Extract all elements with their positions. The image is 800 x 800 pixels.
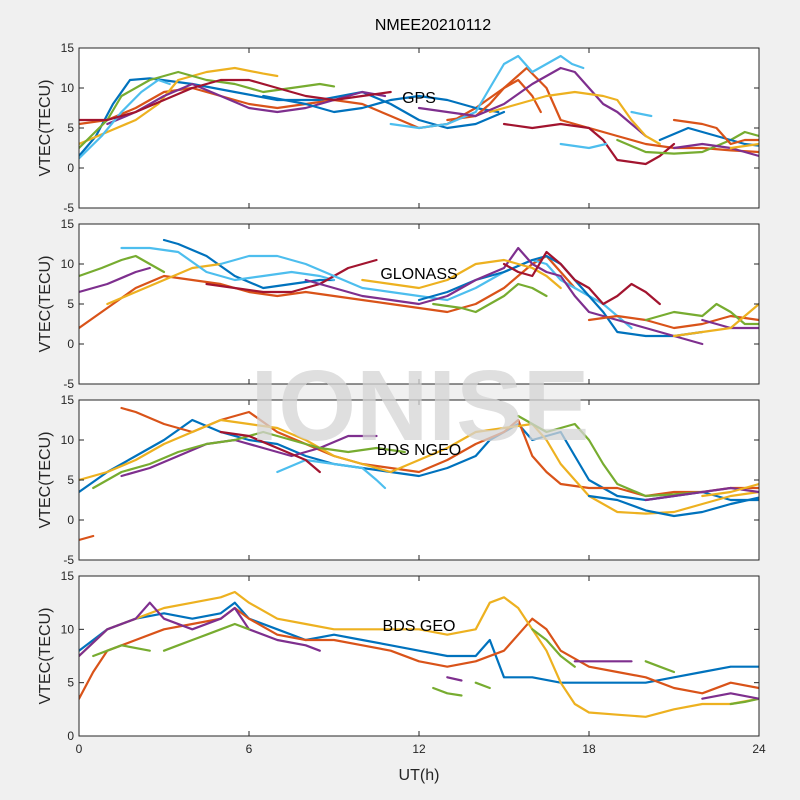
series-line: [587, 494, 759, 518]
series-line: [120, 246, 336, 282]
series-line: [92, 644, 151, 658]
y-tick-label: 0: [67, 337, 74, 351]
panel-3: -5 0 5 10 15 VTEC(TECU) BDS NGEO: [37, 393, 760, 567]
series-line: [729, 697, 759, 706]
series-line: [701, 482, 759, 498]
series-line: [79, 78, 392, 122]
y-tick-label: 10: [61, 81, 75, 95]
series-line: [79, 601, 321, 658]
y-tick-label: 0: [67, 513, 74, 527]
series-line: [559, 142, 608, 150]
y-axis-label: VTEC(TECU): [37, 432, 54, 529]
series-line: [79, 70, 336, 150]
y-tick-label: -5: [63, 553, 74, 567]
series-line: [361, 258, 562, 290]
x-axis-label: UT(h): [399, 767, 440, 784]
series-group: [79, 590, 759, 718]
series-line: [474, 681, 491, 690]
y-tick-label: 15: [61, 41, 75, 55]
plot-area: [79, 400, 759, 560]
series-line: [616, 130, 759, 155]
series-line: [79, 418, 759, 515]
series-line: [106, 82, 387, 126]
x-tick-label: 6: [246, 742, 253, 756]
series-line: [630, 110, 653, 118]
plot-panels: -5 0 5 10 15 VTEC(TECU) GPS -5 0 5 10 15 VTEC(TECU) G…: [37, 41, 766, 756]
series-line: [417, 66, 647, 138]
y-tick-label: 0: [67, 161, 74, 175]
figure-title: NMEE20210112: [375, 17, 491, 34]
series-line: [587, 314, 759, 330]
series-line: [262, 94, 500, 114]
plot-area: [79, 576, 759, 736]
y-tick-label: 5: [67, 676, 74, 690]
y-axis-label: VTEC(TECU): [37, 80, 54, 177]
series-line: [502, 250, 661, 306]
watermark: IONISE: [251, 350, 590, 462]
y-tick-label: 5: [67, 297, 74, 311]
series-line: [432, 282, 548, 314]
panel-4: 0 6 12 18 24 0 5 10 15 VTEC(TECU) BDS GEO: [37, 569, 766, 756]
series-line: [79, 254, 166, 278]
series-line: [488, 90, 661, 146]
y-tick-label: 15: [61, 217, 75, 231]
x-tick-label: 12: [412, 742, 426, 756]
series-line: [502, 122, 676, 166]
y-tick-label: 5: [67, 473, 74, 487]
series-line: [162, 622, 251, 652]
panel-1: -5 0 5 10 15 VTEC(TECU) GPS: [37, 41, 760, 215]
series-line: [79, 266, 151, 294]
series-line: [446, 676, 463, 682]
series-line: [432, 686, 463, 697]
y-tick-label: 10: [61, 622, 75, 636]
series-line: [276, 458, 387, 490]
series-line: [219, 430, 321, 474]
y-tick-label: 15: [61, 569, 75, 583]
series-group: [79, 54, 759, 166]
y-tick-label: 10: [61, 433, 75, 447]
panel-label: GLONASS: [380, 266, 457, 283]
series-line: [79, 601, 759, 684]
y-tick-label: 15: [61, 393, 75, 407]
series-line: [79, 590, 759, 718]
series-group: [79, 238, 759, 346]
series-line: [517, 414, 704, 498]
series-line: [531, 628, 576, 668]
y-tick-label: 5: [67, 121, 74, 135]
panel-label: BDS GEO: [383, 618, 456, 635]
panel-label: GPS: [402, 90, 436, 107]
series-line: [729, 142, 759, 150]
panel-2: -5 0 5 10 15 VTEC(TECU) GLONASS: [37, 217, 760, 391]
series-line: [672, 142, 759, 158]
x-tick-label: 18: [582, 742, 596, 756]
y-tick-label: 0: [67, 729, 74, 743]
series-line: [106, 262, 222, 306]
series-line: [701, 692, 759, 700]
series-line: [79, 534, 95, 542]
series-line: [644, 302, 759, 326]
series-line: [672, 302, 759, 338]
y-tick-label: -5: [63, 201, 74, 215]
series-line: [205, 258, 378, 294]
x-tick-label: 0: [76, 742, 83, 756]
series-line: [79, 66, 279, 146]
series-line: [79, 254, 576, 330]
y-tick-label: 10: [61, 257, 75, 271]
series-line: [304, 246, 704, 346]
y-axis-label: VTEC(TECU): [37, 256, 54, 353]
y-axis-label: VTEC(TECU): [37, 608, 54, 705]
series-line: [644, 660, 676, 674]
series-line: [672, 118, 759, 146]
series-group: [79, 406, 759, 542]
series-line: [79, 78, 171, 160]
x-tick-label: 24: [752, 742, 766, 756]
panel-label: BDS NGEO: [377, 442, 461, 459]
y-tick-label: -5: [63, 377, 74, 391]
series-line: [120, 434, 378, 478]
series-line: [389, 54, 585, 130]
series-line: [162, 238, 336, 290]
